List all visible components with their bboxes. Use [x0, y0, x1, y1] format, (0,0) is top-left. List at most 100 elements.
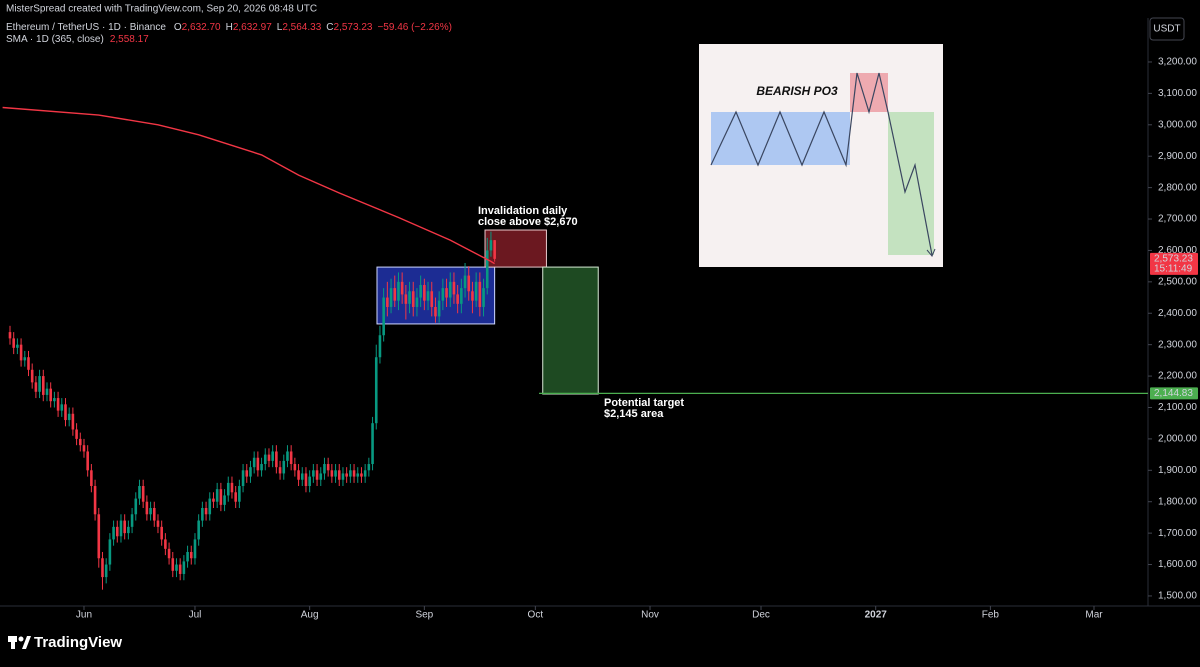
candle-body — [197, 520, 200, 540]
candle-body — [367, 464, 371, 471]
legend-line: Ethereum / TetherUS · 1D · Binance O2,632… — [6, 22, 452, 33]
candle-body — [64, 404, 67, 421]
y-tick-label: 2,300.00 — [1158, 339, 1197, 350]
candle-body — [201, 508, 204, 521]
y-tick-label: 2,600.00 — [1158, 245, 1197, 256]
candle-body — [130, 514, 134, 527]
candle-body — [371, 423, 374, 465]
inset-diagram: BEARISH PO3 — [699, 44, 943, 267]
price-label: 2,573.23 — [1154, 253, 1193, 264]
candle-body — [212, 498, 215, 502]
candle-body — [75, 429, 78, 439]
quote-value: 2,632.70 — [182, 22, 221, 33]
candle-body — [315, 470, 319, 480]
plot-area — [2, 106, 1148, 590]
y-tick-label: 1,700.00 — [1158, 528, 1197, 539]
candle-body — [189, 551, 193, 559]
quote-value: 2,573.23 — [334, 22, 373, 33]
candle-body — [397, 281, 400, 301]
candle-body — [467, 275, 471, 292]
sma-value: 2,558.17 — [110, 34, 149, 45]
candle-body — [456, 294, 459, 304]
candle-body — [67, 413, 71, 421]
quote-key: L — [277, 22, 283, 33]
quote-value: 2,564.33 — [282, 22, 321, 33]
candle-body — [141, 486, 145, 502]
candle-body — [8, 332, 12, 339]
candle-body — [178, 564, 182, 574]
candle-body — [223, 495, 226, 505]
candle-body — [293, 464, 297, 471]
candle-body — [356, 473, 360, 477]
candle-body — [260, 464, 263, 471]
candle-body — [415, 297, 419, 307]
quote-key: O — [174, 22, 182, 33]
x-tick-label: Nov — [641, 610, 659, 621]
candle-body — [352, 470, 356, 477]
y-tick-label: 1,800.00 — [1158, 496, 1197, 507]
candle-body — [160, 526, 163, 540]
candle-body — [156, 520, 160, 527]
candle-body — [245, 470, 249, 477]
y-tick-label: 1,600.00 — [1158, 559, 1197, 570]
candle-body — [234, 492, 237, 502]
candle-body — [241, 470, 245, 487]
logo-part — [22, 636, 31, 649]
candle-body — [164, 539, 167, 549]
candle-body — [341, 473, 345, 480]
x-tick-label: Jun — [76, 610, 92, 621]
candle-body — [278, 467, 282, 474]
candle-body — [282, 460, 286, 474]
candle-body — [419, 284, 422, 298]
candle-body — [134, 498, 138, 515]
candle-body — [275, 451, 278, 468]
y-tick-label: 2,900.00 — [1158, 151, 1197, 162]
candle-body — [393, 288, 397, 301]
quote-key: H — [226, 22, 233, 33]
candle-body — [304, 473, 308, 487]
candle-body — [19, 344, 23, 361]
x-tick-label: Mar — [1085, 610, 1103, 621]
candle-body — [238, 486, 241, 502]
candle-body — [41, 376, 45, 395]
candle-body — [319, 473, 323, 480]
quote-key: C — [326, 22, 333, 33]
candle-body — [71, 413, 75, 430]
candle-body — [434, 306, 437, 317]
candle-body — [463, 275, 467, 289]
candle-body — [93, 486, 97, 515]
candle-body — [167, 548, 171, 559]
candle-body — [460, 288, 463, 304]
candle-body — [478, 281, 482, 307]
candle-body — [56, 398, 60, 411]
candle-body — [123, 520, 126, 534]
y-tick-label: 2,800.00 — [1158, 182, 1197, 193]
x-tick-label: 2027 — [865, 610, 888, 621]
candle-body — [482, 288, 485, 307]
candle-body — [349, 470, 352, 477]
candle-body — [308, 476, 311, 487]
x-tick-label: Jul — [189, 610, 202, 621]
candle-body — [182, 561, 186, 574]
x-tick-label: Dec — [752, 610, 770, 621]
candle-body — [267, 454, 271, 461]
candle-body — [12, 338, 15, 348]
candle-body — [38, 376, 41, 392]
zone — [542, 266, 599, 395]
candle-body — [16, 344, 19, 348]
x-tick-label: Aug — [301, 610, 319, 621]
candle-body — [101, 558, 104, 578]
inset-title: BEARISH PO3 — [756, 84, 838, 98]
y-tick-label: 3,000.00 — [1158, 119, 1197, 130]
candle-body — [127, 526, 130, 534]
candle-body — [386, 297, 389, 307]
candle-body — [437, 300, 441, 317]
candle-body — [208, 498, 212, 515]
inset-range — [711, 112, 850, 165]
x-tick-label: Oct — [528, 610, 544, 621]
candle-body — [430, 291, 434, 307]
candle-body — [334, 470, 337, 477]
sma-legend: SMA · 1D (365, close) 2,558.17 — [6, 34, 149, 45]
candle-body — [411, 291, 415, 307]
quote-value: 2,632.97 — [233, 22, 272, 33]
